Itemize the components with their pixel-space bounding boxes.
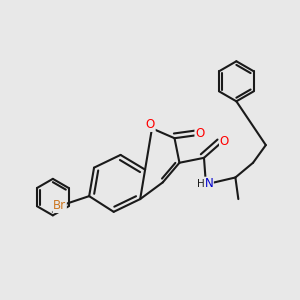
Text: Br: Br [53,200,66,212]
Text: O: O [146,118,155,131]
Text: H: H [197,179,205,189]
Text: O: O [220,135,229,148]
Text: N: N [205,177,213,190]
Text: O: O [195,127,204,140]
